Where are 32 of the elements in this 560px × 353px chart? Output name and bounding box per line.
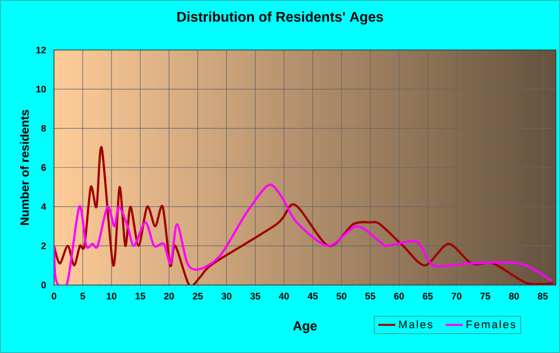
legend-label: Males: [399, 320, 432, 328]
x-tick-label: 60: [394, 292, 404, 300]
y-tick-label: 2: [41, 242, 46, 250]
x-tick-label: 50: [336, 292, 346, 300]
x-tick-label: 25: [192, 292, 203, 300]
x-tick-label: 0: [52, 292, 56, 300]
y-axis-title: Number of residents: [20, 110, 29, 225]
y-tick-label: 0: [41, 282, 46, 288]
x-tick-label: 15: [136, 292, 146, 300]
x-tick-label: 35: [250, 292, 260, 300]
chart-title: Distribution of Residents' Ages: [177, 11, 383, 25]
x-tick-label: 65: [422, 292, 433, 300]
x-tick-label: 45: [308, 292, 318, 300]
y-tick-label: 6: [41, 164, 46, 171]
x-tick-label: 20: [164, 292, 174, 300]
x-tick-label: 55: [365, 292, 376, 300]
y-tick-label: 12: [36, 46, 46, 54]
x-tick-label: 10: [106, 292, 116, 300]
x-tick-label: 30: [221, 292, 232, 300]
x-tick-label: 5: [80, 292, 86, 300]
y-tick-label: 8: [41, 124, 46, 132]
x-tick-label: 75: [480, 292, 490, 300]
y-tick-label: 10: [36, 86, 46, 93]
x-tick-label: 80: [509, 292, 519, 300]
line-series: [54, 146, 554, 285]
x-tick-label: 70: [452, 292, 462, 300]
x-tick-label: 40: [278, 292, 289, 300]
x-axis-title: Age: [293, 321, 317, 334]
y-tick-label: 4: [41, 203, 46, 210]
line-series: [54, 184, 554, 285]
x-tick-label: 85: [538, 292, 548, 300]
legend-label: Females: [466, 320, 516, 328]
